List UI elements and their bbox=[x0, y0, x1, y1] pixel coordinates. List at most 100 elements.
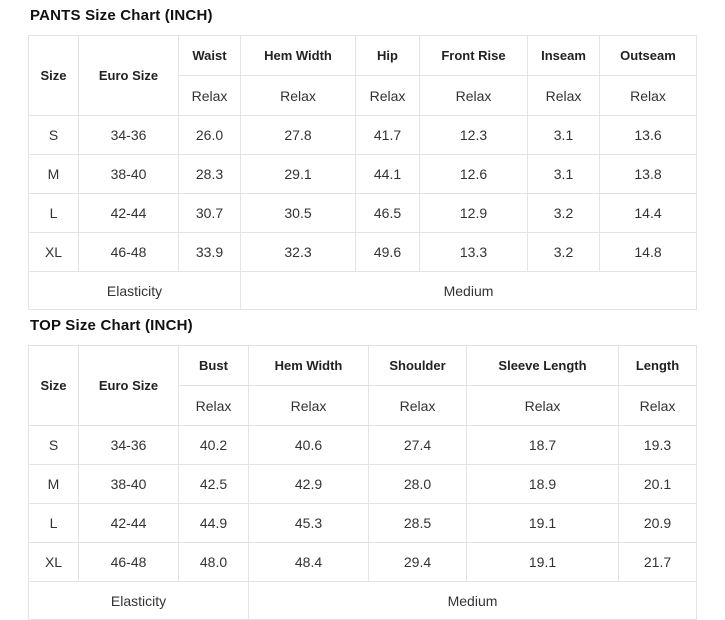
pants-column-header-waist: Waist bbox=[178, 35, 241, 76]
elasticity-value-cell: Medium bbox=[240, 271, 697, 310]
euro-size-cell: 46-48 bbox=[78, 542, 179, 582]
top-size-header-cell: Size bbox=[28, 345, 79, 426]
value-cell: 28.5 bbox=[368, 503, 467, 543]
fit-cell: Relax bbox=[368, 385, 467, 426]
value-cell: 40.6 bbox=[248, 425, 369, 465]
value-cell: 32.3 bbox=[240, 232, 356, 272]
top-size-table: Size Euro Size Bust Hem Width Shoulder S… bbox=[28, 345, 697, 620]
value-cell: 44.1 bbox=[355, 154, 420, 194]
value-cell: 48.4 bbox=[248, 542, 369, 582]
value-cell: 18.9 bbox=[466, 464, 619, 504]
value-cell: 3.1 bbox=[527, 115, 600, 155]
pants-elasticity-row: Elasticity Medium bbox=[28, 271, 697, 310]
euro-size-cell: 42-44 bbox=[78, 503, 179, 543]
value-cell: 44.9 bbox=[178, 503, 249, 543]
pants-column-header-front-rise: Front Rise bbox=[419, 35, 528, 76]
value-cell: 29.4 bbox=[368, 542, 467, 582]
fit-cell: Relax bbox=[599, 75, 697, 116]
value-cell: 21.7 bbox=[618, 542, 697, 582]
pants-column-header-hem-width: Hem Width bbox=[240, 35, 356, 76]
value-cell: 28.3 bbox=[178, 154, 241, 194]
top-header-row: Size Euro Size Bust Hem Width Shoulder S… bbox=[28, 345, 697, 426]
table-row-l: L 42-44 30.7 30.5 46.5 12.9 3.2 14.4 bbox=[28, 193, 697, 233]
table-row-l: L 42-44 44.9 45.3 28.5 19.1 20.9 bbox=[28, 503, 697, 543]
top-column-header-shoulder: Shoulder bbox=[368, 345, 467, 386]
value-cell: 28.0 bbox=[368, 464, 467, 504]
elasticity-value-cell: Medium bbox=[248, 581, 697, 620]
size-cell: XL bbox=[28, 542, 79, 582]
top-fit-row: Relax Relax Relax Relax Relax bbox=[29, 385, 697, 426]
value-cell: 20.9 bbox=[618, 503, 697, 543]
size-cell: XL bbox=[28, 232, 79, 272]
value-cell: 13.8 bbox=[599, 154, 697, 194]
fit-cell: Relax bbox=[355, 75, 420, 116]
value-cell: 46.5 bbox=[355, 193, 420, 233]
fit-cell: Relax bbox=[419, 75, 528, 116]
value-cell: 13.6 bbox=[599, 115, 697, 155]
value-cell: 13.3 bbox=[419, 232, 528, 272]
euro-size-cell: 46-48 bbox=[78, 232, 179, 272]
table-row-xl: XL 46-48 48.0 48.4 29.4 19.1 21.7 bbox=[28, 542, 697, 582]
value-cell: 14.4 bbox=[599, 193, 697, 233]
value-cell: 12.9 bbox=[419, 193, 528, 233]
value-cell: 42.9 bbox=[248, 464, 369, 504]
euro-size-cell: 34-36 bbox=[78, 115, 179, 155]
value-cell: 49.6 bbox=[355, 232, 420, 272]
value-cell: 30.5 bbox=[240, 193, 356, 233]
euro-size-cell: 34-36 bbox=[78, 425, 179, 465]
size-cell: L bbox=[28, 503, 79, 543]
value-cell: 42.5 bbox=[178, 464, 249, 504]
top-column-header-length: Length bbox=[618, 345, 697, 386]
value-cell: 45.3 bbox=[248, 503, 369, 543]
value-cell: 20.1 bbox=[618, 464, 697, 504]
euro-size-cell: 38-40 bbox=[78, 464, 179, 504]
value-cell: 33.9 bbox=[178, 232, 241, 272]
pants-chart-title: PANTS Size Chart (INCH) bbox=[30, 7, 213, 24]
value-cell: 3.2 bbox=[527, 232, 600, 272]
fit-cell: Relax bbox=[527, 75, 600, 116]
value-cell: 19.1 bbox=[466, 542, 619, 582]
top-elasticity-row: Elasticity Medium bbox=[28, 581, 697, 620]
size-cell: S bbox=[28, 425, 79, 465]
pants-euro-size-header-cell: Euro Size bbox=[78, 35, 179, 116]
table-row-s: S 34-36 40.2 40.6 27.4 18.7 19.3 bbox=[28, 425, 697, 465]
elasticity-label-cell: Elasticity bbox=[28, 271, 241, 310]
size-cell: M bbox=[28, 154, 79, 194]
value-cell: 3.1 bbox=[527, 154, 600, 194]
value-cell: 14.8 bbox=[599, 232, 697, 272]
table-row-m: M 38-40 42.5 42.9 28.0 18.9 20.1 bbox=[28, 464, 697, 504]
value-cell: 19.1 bbox=[466, 503, 619, 543]
size-cell: M bbox=[28, 464, 79, 504]
euro-size-cell: 38-40 bbox=[78, 154, 179, 194]
value-cell: 18.7 bbox=[466, 425, 619, 465]
top-column-header-bust: Bust bbox=[178, 345, 249, 386]
pants-size-table: Size Euro Size Waist Hem Width Hip Front… bbox=[28, 35, 697, 310]
table-row-xl: XL 46-48 33.9 32.3 49.6 13.3 3.2 14.8 bbox=[28, 232, 697, 272]
pants-column-header-outseam: Outseam bbox=[599, 35, 697, 76]
size-cell: S bbox=[28, 115, 79, 155]
fit-cell: Relax bbox=[248, 385, 369, 426]
pants-header-row: Size Euro Size Waist Hem Width Hip Front… bbox=[28, 35, 697, 116]
value-cell: 29.1 bbox=[240, 154, 356, 194]
value-cell: 26.0 bbox=[178, 115, 241, 155]
value-cell: 19.3 bbox=[618, 425, 697, 465]
value-cell: 12.6 bbox=[419, 154, 528, 194]
pants-fit-row: Relax Relax Relax Relax Relax Relax bbox=[29, 75, 697, 116]
top-euro-size-header-cell: Euro Size bbox=[78, 345, 179, 426]
table-row-m: M 38-40 28.3 29.1 44.1 12.6 3.1 13.8 bbox=[28, 154, 697, 194]
value-cell: 40.2 bbox=[178, 425, 249, 465]
size-cell: L bbox=[28, 193, 79, 233]
table-row-s: S 34-36 26.0 27.8 41.7 12.3 3.1 13.6 bbox=[28, 115, 697, 155]
value-cell: 30.7 bbox=[178, 193, 241, 233]
top-chart-title: TOP Size Chart (INCH) bbox=[30, 317, 193, 334]
pants-size-header-cell: Size bbox=[28, 35, 79, 116]
pants-column-header-inseam: Inseam bbox=[527, 35, 600, 76]
fit-cell: Relax bbox=[178, 75, 241, 116]
value-cell: 27.4 bbox=[368, 425, 467, 465]
fit-cell: Relax bbox=[240, 75, 356, 116]
fit-cell: Relax bbox=[466, 385, 619, 426]
top-column-header-hem-width: Hem Width bbox=[248, 345, 369, 386]
value-cell: 27.8 bbox=[240, 115, 356, 155]
value-cell: 3.2 bbox=[527, 193, 600, 233]
